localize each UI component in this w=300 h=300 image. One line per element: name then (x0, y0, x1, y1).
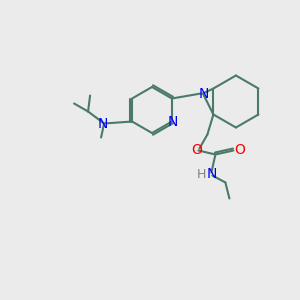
Text: N: N (168, 116, 178, 130)
Text: N: N (98, 116, 108, 130)
Text: O: O (191, 142, 202, 157)
Text: O: O (234, 143, 245, 158)
Text: H: H (197, 168, 206, 181)
Text: N: N (206, 167, 217, 182)
Text: N: N (199, 86, 209, 100)
